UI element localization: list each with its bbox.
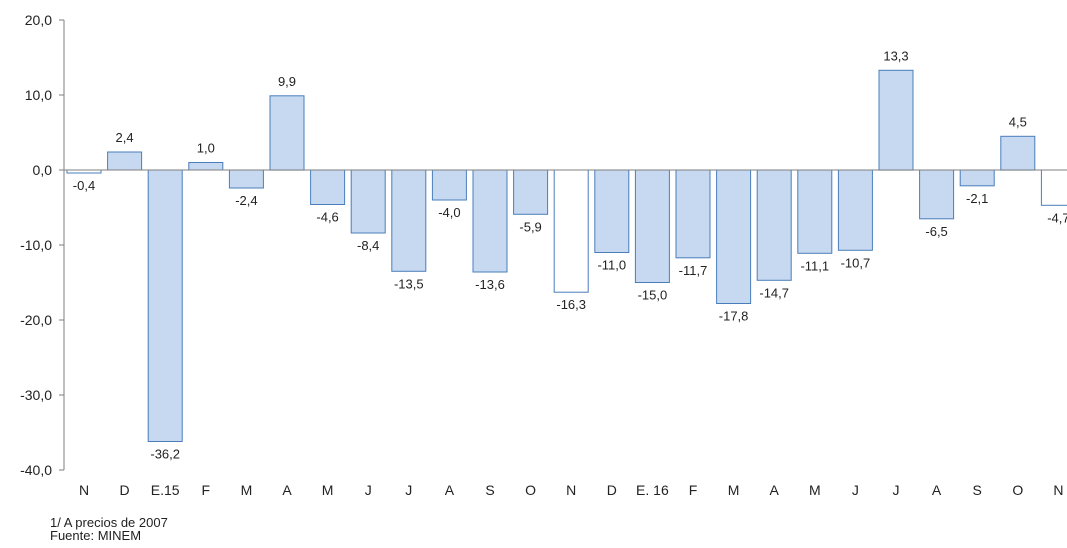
- bar: [716, 169, 752, 304]
- bar-value-label: 4,5: [1009, 114, 1027, 129]
- bar-value-label: -4,0: [438, 205, 460, 220]
- x-tick-label: M: [241, 482, 253, 498]
- bar: [391, 169, 427, 272]
- y-tick-label: 0,0: [33, 162, 53, 178]
- x-tick-label: N: [79, 482, 89, 498]
- bar: [1040, 169, 1067, 206]
- x-tick-label: J: [405, 482, 412, 498]
- bar-value-label: -0,4: [73, 178, 95, 193]
- bar: [959, 169, 995, 187]
- x-tick-label: M: [728, 482, 740, 498]
- bar-value-label: 2,4: [116, 130, 134, 145]
- bar: [107, 151, 143, 171]
- bar: [919, 169, 955, 220]
- x-tick-label: D: [607, 482, 617, 498]
- bar: [310, 169, 346, 205]
- bar: [675, 169, 711, 259]
- bar-value-label: -16,3: [556, 297, 586, 312]
- bar: [756, 169, 792, 281]
- x-tick-label: D: [120, 482, 130, 498]
- bar: [431, 169, 467, 201]
- bar-value-label: -5,9: [519, 219, 541, 234]
- x-tick-label: S: [485, 482, 494, 498]
- bar-value-label: -2,4: [235, 193, 257, 208]
- bars: [66, 69, 1067, 442]
- x-tick-label: O: [1012, 482, 1023, 498]
- x-tick-label: O: [525, 482, 536, 498]
- bar: [878, 69, 914, 171]
- y-axis: 20,0 10,0 0,0 -10,0 -20,0 -30,0 -40,0: [20, 12, 65, 478]
- y-tick-label: -30,0: [20, 387, 52, 403]
- bar: [269, 95, 305, 171]
- y-tick-label: -10,0: [20, 237, 52, 253]
- bar-value-label: -36,2: [150, 447, 180, 462]
- bar-value-label: -13,5: [394, 276, 424, 291]
- bar-value-label: -8,4: [357, 238, 379, 253]
- x-tick-label: J: [893, 482, 900, 498]
- bar-value-label: -4,6: [316, 210, 338, 225]
- x-tick-label: N: [1053, 482, 1063, 498]
- x-axis-tick-labels: N D E.15 F M A M J J A S O N D E. 16 F M A M J J A S O N: [79, 482, 1064, 498]
- bar: [837, 169, 873, 251]
- bar-value-label: -11,7: [679, 263, 708, 278]
- bar-value-label: -10,7: [841, 255, 871, 270]
- x-tick-label: F: [689, 482, 698, 498]
- bar: [797, 169, 833, 254]
- source-note: Fuente: MINEM: [50, 528, 142, 543]
- y-tick-label: -20,0: [20, 312, 52, 328]
- bar: [594, 169, 630, 253]
- y-tick-label: -40,0: [20, 462, 52, 478]
- y-tick-label: 20,0: [25, 12, 52, 28]
- bar: [188, 162, 224, 171]
- y-axis-ticks: 20,0 10,0 0,0 -10,0 -20,0 -30,0 -40,0: [20, 12, 64, 478]
- x-tick-label: N: [566, 482, 576, 498]
- x-tick-label: A: [932, 482, 942, 498]
- bar-value-label: 1,0: [197, 141, 215, 156]
- bar: [228, 169, 264, 189]
- x-tick-label: A: [445, 482, 455, 498]
- x-tick-label: J: [852, 482, 859, 498]
- x-tick-label: A: [770, 482, 780, 498]
- value-labels: -0,4 2,4 -36,2 1,0 -2,4 9,9 -4,6 -8,4 -13,5 -4,0 -…: [73, 48, 1067, 461]
- bar: [472, 169, 508, 273]
- x-tick-label: E. 16: [636, 482, 669, 498]
- bar: [513, 169, 549, 215]
- bar-value-label: -6,5: [925, 224, 947, 239]
- bar-value-label: -15,0: [638, 288, 668, 303]
- bar: [147, 169, 183, 442]
- x-tick-label: A: [282, 482, 292, 498]
- price-basis-note: 1/ A precios de 2007: [50, 515, 168, 530]
- x-tick-label: J: [365, 482, 372, 498]
- bar-value-label: -17,8: [719, 309, 749, 324]
- bar-value-label: -4,7: [1047, 210, 1067, 225]
- x-tick-label: M: [322, 482, 334, 498]
- bar-value-label: -2,1: [966, 191, 988, 206]
- bar: [634, 169, 670, 283]
- x-tick-label: S: [973, 482, 982, 498]
- bar: [350, 169, 386, 234]
- bar: [553, 169, 589, 293]
- bar-value-label: 9,9: [278, 74, 296, 89]
- y-tick-label: 10,0: [25, 87, 52, 103]
- bar-value-label: -13,6: [475, 277, 505, 292]
- bar-value-label: -11,0: [597, 258, 626, 273]
- chart-notes: 1/ A precios de 2007 Fuente: MINEM: [50, 516, 168, 542]
- x-tick-label: M: [809, 482, 821, 498]
- bar: [1000, 135, 1036, 171]
- bar-value-label: 13,3: [883, 48, 908, 63]
- x-tick-label: E.15: [151, 482, 180, 498]
- bar-value-label: -14,7: [759, 285, 789, 300]
- bar-value-label: -11,1: [800, 258, 829, 273]
- x-tick-label: F: [202, 482, 211, 498]
